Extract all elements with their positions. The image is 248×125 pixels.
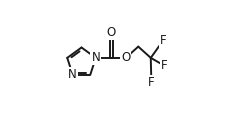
Text: O: O — [121, 51, 130, 64]
Text: F: F — [160, 59, 167, 72]
Text: N: N — [92, 51, 100, 64]
Text: F: F — [148, 76, 155, 89]
Text: F: F — [160, 34, 167, 47]
Text: N: N — [68, 68, 77, 81]
Text: O: O — [107, 26, 116, 39]
